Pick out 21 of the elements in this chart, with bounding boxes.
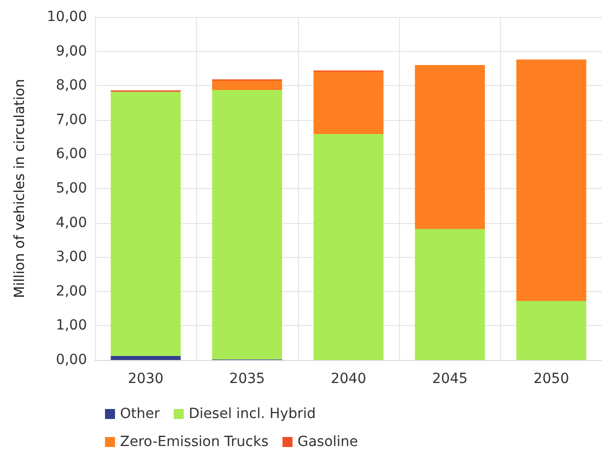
y-tick-label: 10,00: [46, 9, 87, 25]
legend-label: Diesel incl. Hybrid: [188, 406, 316, 422]
y-axis-title: Million of vehicles in circulation: [12, 78, 28, 298]
x-tick-label: 2050: [533, 371, 570, 387]
legend-label: Gasoline: [297, 434, 358, 450]
x-tick-label: 2040: [330, 371, 366, 387]
y-tick-label: 9,00: [56, 43, 87, 60]
y-tick-label: 3,00: [56, 249, 87, 266]
y-tick-label: 8,00: [56, 78, 87, 94]
x-tick-label: 2030: [128, 371, 164, 387]
y-tick-label: 4,00: [56, 214, 87, 231]
y-tick-label: 0,00: [56, 352, 87, 368]
x-tick-label: 2045: [432, 371, 468, 387]
y-tick-label: 7,00: [56, 112, 87, 128]
y-tick-label: 1,00: [56, 318, 87, 334]
x-tick-label: 2035: [229, 371, 265, 387]
legend-label: Zero-Emission Trucks: [120, 434, 268, 450]
legend-label: Other: [120, 406, 160, 422]
y-tick-label: 2,00: [56, 283, 87, 300]
y-tick-label: 6,00: [56, 146, 87, 162]
y-tick-label: 5,00: [56, 180, 87, 196]
